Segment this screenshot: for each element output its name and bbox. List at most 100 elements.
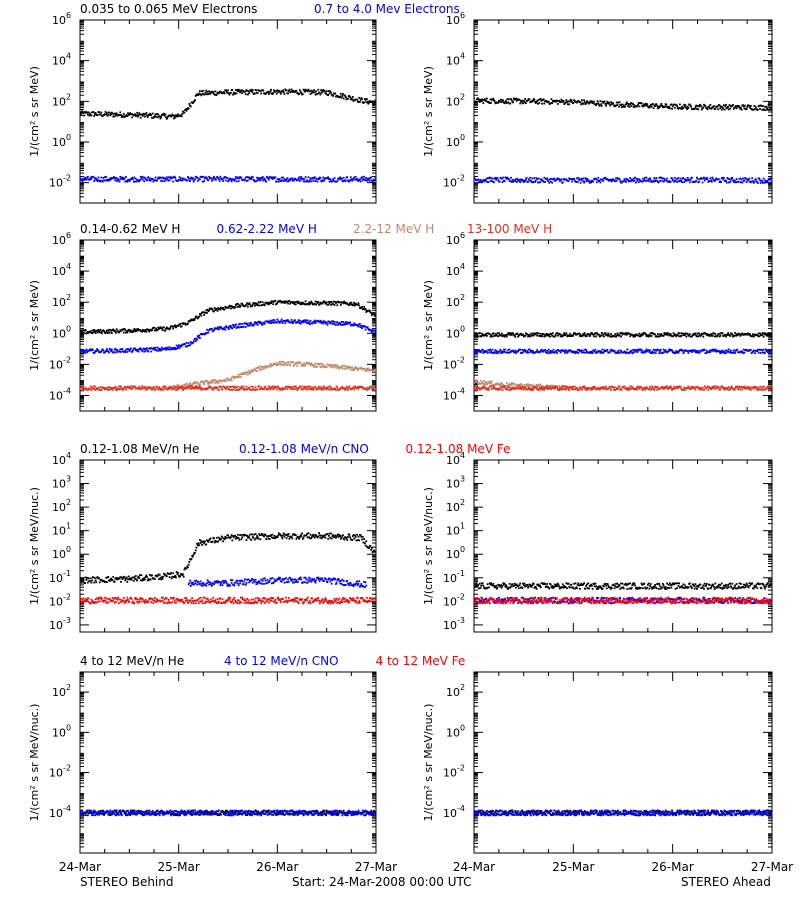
- data-point: [499, 351, 501, 353]
- data-point: [163, 327, 165, 329]
- y-tick-label: 102: [52, 293, 71, 309]
- data-point: [577, 181, 579, 183]
- data-point: [184, 112, 186, 114]
- data-point: [345, 321, 347, 323]
- data-point: [349, 322, 351, 324]
- data-point: [565, 332, 567, 334]
- data-point: [299, 180, 301, 182]
- data-point: [631, 105, 633, 107]
- data-point: [508, 178, 510, 180]
- data-point: [215, 179, 217, 181]
- y-tick-label: 100: [52, 324, 71, 340]
- data-point: [269, 92, 271, 94]
- data-point: [315, 322, 317, 324]
- data-point: [323, 180, 325, 182]
- data-point: [492, 332, 494, 334]
- data-point: [98, 329, 100, 331]
- data-point: [203, 90, 205, 92]
- data-point: [562, 181, 564, 183]
- data-point: [232, 94, 234, 96]
- data-point: [181, 115, 183, 117]
- data-point: [584, 181, 586, 183]
- data-point: [617, 104, 619, 106]
- data-point: [228, 328, 230, 330]
- data-point: [194, 318, 196, 320]
- data-point: [286, 388, 288, 390]
- data-point: [95, 332, 97, 334]
- data-point: [194, 388, 196, 390]
- data-point: [352, 96, 354, 98]
- data-point: [620, 336, 622, 338]
- data-point: [363, 101, 365, 103]
- y-tick-exponent: 6: [460, 231, 465, 240]
- data-point: [299, 320, 301, 322]
- data-point: [736, 178, 738, 180]
- data-point: [137, 116, 139, 118]
- data-point: [602, 349, 604, 351]
- data-point: [247, 306, 249, 308]
- data-point: [564, 352, 566, 354]
- data-point: [258, 305, 260, 307]
- data-point: [179, 323, 181, 325]
- data-point: [345, 180, 347, 182]
- data-point: [148, 176, 150, 178]
- data-point: [234, 180, 236, 182]
- data-point: [187, 322, 189, 324]
- data-point: [320, 94, 322, 96]
- data-point: [225, 180, 227, 182]
- data-point: [279, 178, 281, 180]
- data-point: [358, 326, 360, 328]
- data-point: [728, 349, 730, 351]
- data-point: [736, 107, 738, 109]
- data-point: [289, 89, 291, 91]
- data-point: [303, 321, 305, 323]
- data-point: [605, 105, 607, 107]
- data-point: [100, 351, 102, 353]
- data-point: [361, 176, 363, 178]
- data-point: [86, 179, 88, 181]
- series-points: [473, 97, 773, 110]
- data-point: [341, 95, 343, 97]
- data-point: [674, 107, 676, 109]
- data-point: [256, 370, 258, 372]
- data-point: [283, 91, 285, 93]
- data-point: [231, 89, 233, 91]
- data-point: [670, 181, 672, 183]
- data-point: [286, 177, 288, 179]
- data-point: [586, 335, 588, 337]
- data-point: [563, 100, 565, 102]
- data-point: [726, 182, 728, 184]
- data-point: [697, 178, 699, 180]
- data-point: [729, 181, 731, 183]
- data-point: [199, 337, 201, 339]
- data-point: [310, 181, 312, 183]
- data-point: [548, 101, 550, 103]
- data-point: [225, 380, 227, 382]
- data-point: [315, 180, 317, 182]
- data-point: [657, 333, 659, 335]
- data-point: [536, 335, 538, 337]
- data-point: [136, 181, 138, 183]
- data-point: [689, 333, 691, 335]
- data-point: [534, 99, 536, 101]
- data-point: [327, 324, 329, 326]
- data-point: [305, 300, 307, 302]
- data-point: [760, 182, 762, 184]
- data-point: [502, 177, 504, 179]
- data-point: [155, 389, 157, 391]
- data-point: [568, 103, 570, 105]
- data-point: [121, 348, 123, 350]
- data-point: [717, 108, 719, 110]
- data-point: [181, 325, 183, 327]
- data-point: [262, 90, 264, 92]
- data-point: [98, 350, 100, 352]
- data-point: [535, 180, 537, 182]
- data-point: [479, 332, 481, 334]
- data-point: [329, 385, 331, 387]
- data-point: [186, 383, 188, 385]
- data-point: [343, 368, 345, 370]
- data-point: [347, 389, 349, 391]
- data-point: [538, 102, 540, 104]
- y-tick-exponent: -4: [63, 386, 71, 395]
- data-point: [119, 111, 121, 113]
